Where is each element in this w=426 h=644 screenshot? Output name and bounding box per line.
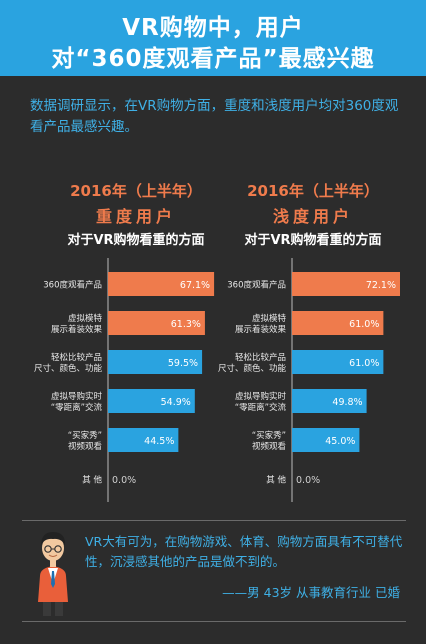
light-users-subtitle: 对于VR购物看重的方面 (244, 233, 382, 248)
light-value-label-2: 61.0% (349, 358, 379, 369)
light-value-label-1: 61.0% (349, 319, 379, 330)
quote-box (22, 520, 406, 622)
heavy-value-label-4: 44.5% (144, 436, 174, 447)
heavy-category-label-4-line-0: “买家秀” (68, 430, 102, 441)
light-category-label-1-line-0: 虚拟模特 (252, 313, 287, 324)
heavy-value-label-1: 61.3% (171, 319, 201, 330)
light-users-group: 浅度用户 (272, 207, 353, 226)
light-bar-4 (292, 428, 360, 452)
light-users-year: 2016年（上半年） (247, 182, 379, 200)
heavy-bar-3 (108, 389, 195, 413)
heavy-category-label-3-line-1: “零距离”交流 (51, 402, 103, 413)
light-category-label-3-line-1: “零距离”交流 (235, 402, 287, 413)
title-banner: VR购物中，用户 对“360度观看产品”最感兴趣 (0, 0, 426, 76)
bar-charts: 67.1%360度观看产品61.3%虚拟模特展示着装效果59.5%轻松比较产品尺… (34, 258, 400, 502)
light-bar-0 (292, 272, 400, 296)
heavy-bar-4 (108, 428, 179, 452)
light-bar-3 (292, 389, 367, 413)
title-line-2: 对“360度观看产品”最感兴趣 (51, 46, 375, 72)
heavy-users-group: 重度用户 (95, 207, 176, 226)
light-category-label-1-line-1: 展示着装效果 (235, 324, 287, 335)
light-value-label-4: 45.0% (325, 436, 355, 447)
heavy-category-label-2-line-1: 尺寸、颜色、功能 (34, 363, 103, 374)
heavy-category-label-2-line-0: 轻松比较产品 (51, 352, 102, 363)
heavy-category-label-4-line-1: 视频观看 (68, 441, 102, 452)
heavy-category-label-3-line-0: 虚拟导购实时 (51, 391, 103, 402)
heavy-category-label-5: 其 他 (82, 475, 102, 486)
heavy-value-label-5: 0.0% (112, 475, 136, 486)
light-bar-2 (292, 350, 384, 374)
light-category-label-2-line-1: 尺寸、颜色、功能 (218, 363, 287, 374)
light-category-label-4-line-0: “买家秀” (252, 430, 286, 441)
quote-text: VR大有可为，在购物游戏、体育、购物方面具有不可替代性，沉浸感其他的产品是做不到… (85, 534, 403, 569)
light-category-label-2-line-0: 轻松比较产品 (235, 352, 286, 363)
light-category-label-3-line-0: 虚拟导购实时 (235, 391, 287, 402)
heavy-users-header: 2016年（上半年） 重度用户 对于VR购物看重的方面 (36, 180, 236, 248)
heavy-bar-0 (108, 272, 215, 296)
heavy-users-subtitle: 对于VR购物看重的方面 (67, 233, 205, 248)
light-value-label-5: 0.0% (296, 475, 320, 486)
light-users-header: 2016年（上半年） 浅度用户 对于VR购物看重的方面 (213, 180, 413, 248)
light-bar-1 (292, 311, 384, 335)
heavy-value-label-2: 59.5% (168, 358, 198, 369)
heavy-category-label-0: 360度观看产品 (43, 280, 102, 291)
heavy-category-label-1-line-1: 展示着装效果 (51, 324, 103, 335)
intro-text: 数据调研显示，在VR购物方面，重度和浅度用户均对360度观看产品最感兴趣。 (30, 98, 399, 135)
heavy-category-label-1-line-0: 虚拟模特 (68, 313, 103, 324)
light-category-label-4-line-1: 视频观看 (252, 441, 286, 452)
heavy-users-year: 2016年（上半年） (70, 182, 202, 200)
heavy-value-label-3: 54.9% (161, 397, 191, 408)
light-category-label-5: 其 他 (266, 475, 286, 486)
heavy-value-label-0: 67.1% (180, 280, 210, 291)
heavy-bar-2 (108, 350, 203, 374)
quote-author: ——男 43岁 从事教育行业 已婚 (222, 585, 400, 600)
person-icon (38, 532, 68, 616)
title-line-1: VR购物中，用户 (122, 15, 304, 41)
light-category-label-0: 360度观看产品 (227, 280, 286, 291)
heavy-bar-1 (108, 311, 205, 335)
light-value-label-0: 72.1% (366, 280, 396, 291)
light-value-label-3: 49.8% (332, 397, 362, 408)
